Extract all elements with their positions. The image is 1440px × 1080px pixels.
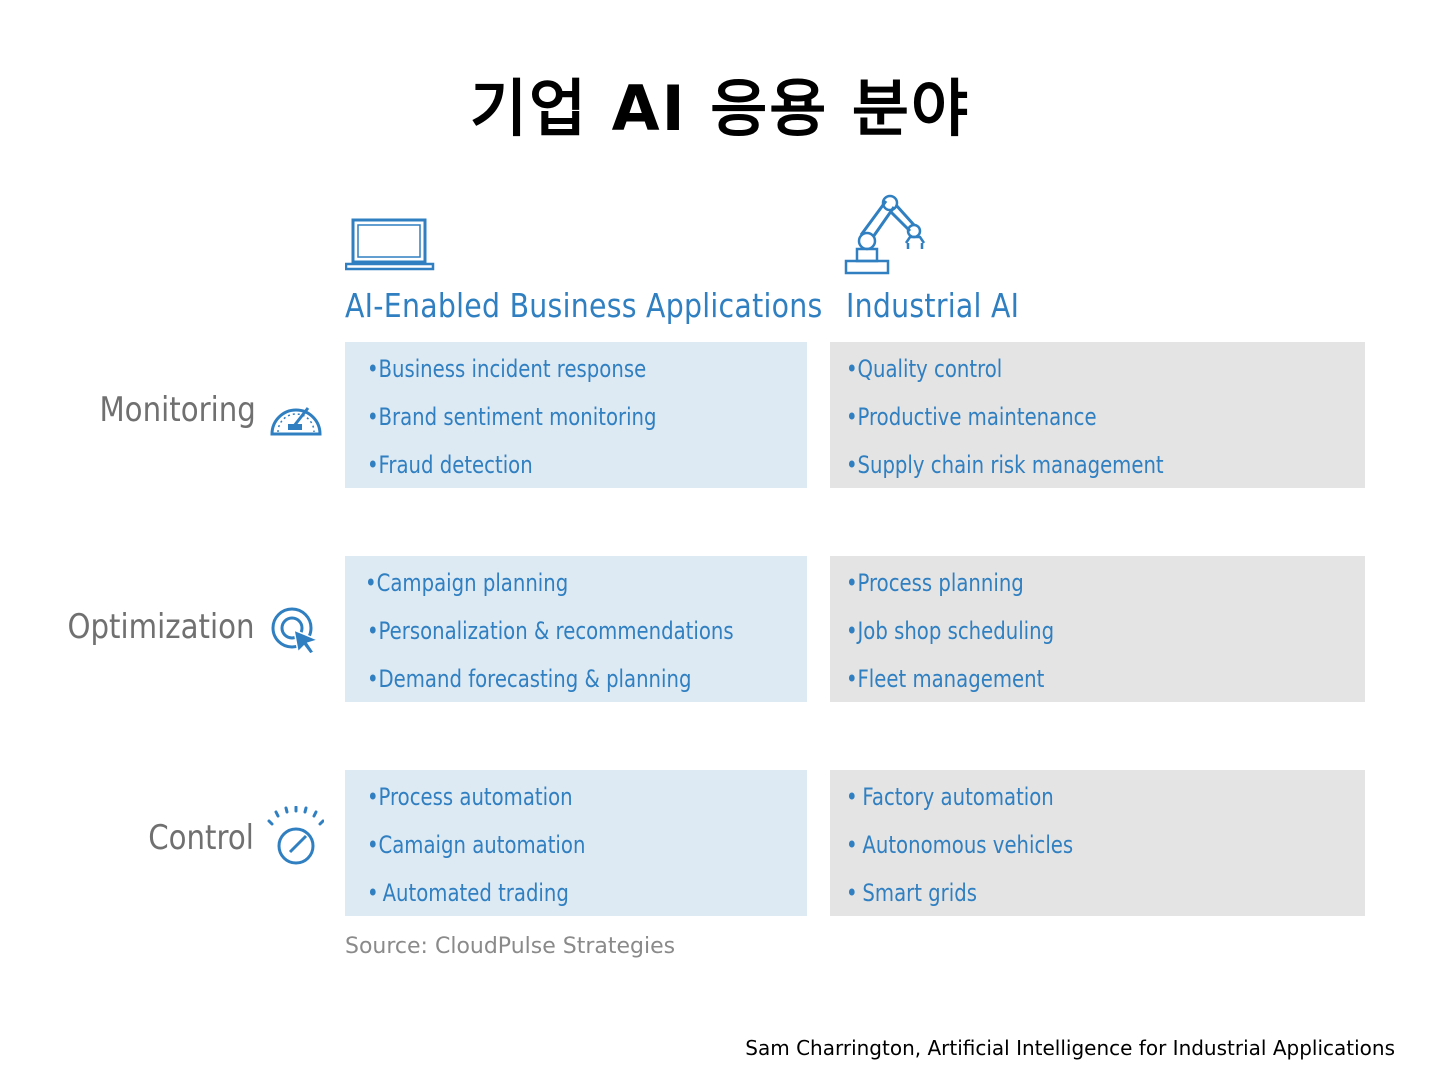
list-item: • Automated trading: [367, 879, 569, 907]
list-item: •Brand sentiment monitoring: [367, 403, 657, 431]
box-optimization-industrial: •Process planning •Job shop scheduling •…: [830, 556, 1365, 702]
list-item: •Job shop scheduling: [846, 617, 1055, 645]
list-item: •Quality control: [846, 355, 1003, 383]
list-item: •Productive maintenance: [846, 403, 1097, 431]
list-item: •Camaign automation: [367, 831, 586, 859]
robot-arm-icon: [844, 194, 926, 275]
list-item: •Campaign planning: [365, 569, 569, 597]
box-control-industrial: • Factory automation • Autonomous vehicles…: [830, 770, 1365, 916]
box-monitoring-business: •Business incident response •Brand senti…: [345, 342, 807, 488]
list-item: • Autonomous vehicles: [846, 831, 1074, 859]
list-item: •Demand forecasting & planning: [367, 665, 692, 693]
row-label-monitoring: Monitoring: [99, 390, 256, 430]
source-note: Source: CloudPulse Strategies: [345, 934, 676, 959]
gauge-dial-icon: [267, 806, 324, 865]
target-cursor-icon: [271, 607, 321, 655]
box-monitoring-industrial: •Quality control •Productive maintenance…: [830, 342, 1365, 488]
laptop-icon: [345, 218, 435, 271]
list-item: • Factory automation: [846, 783, 1054, 811]
column-heading-industrial: Industrial AI: [846, 286, 1020, 325]
row-label-optimization: Optimization: [66, 607, 254, 647]
list-item: •Process planning: [846, 569, 1024, 597]
list-item: •Supply chain risk management: [846, 451, 1164, 479]
list-item: •Fleet management: [846, 665, 1045, 693]
credit-note: Sam Charrington, Artificial Intelligence…: [745, 1036, 1395, 1060]
box-control-business: •Process automation •Camaign automation …: [345, 770, 807, 916]
list-item: •Personalization & recommendations: [367, 617, 734, 645]
page-title: 기업 AI 응용 분야: [469, 72, 971, 145]
row-label-control: Control: [148, 818, 254, 858]
list-item: • Smart grids: [846, 879, 977, 907]
speedometer-icon: [270, 407, 322, 436]
column-heading-business: AI-Enabled Business Applications: [345, 286, 823, 325]
list-item: •Business incident response: [367, 355, 647, 383]
list-item: •Process automation: [367, 783, 573, 811]
list-item: •Fraud detection: [367, 451, 533, 479]
box-optimization-business: •Campaign planning •Personalization & re…: [345, 556, 807, 702]
